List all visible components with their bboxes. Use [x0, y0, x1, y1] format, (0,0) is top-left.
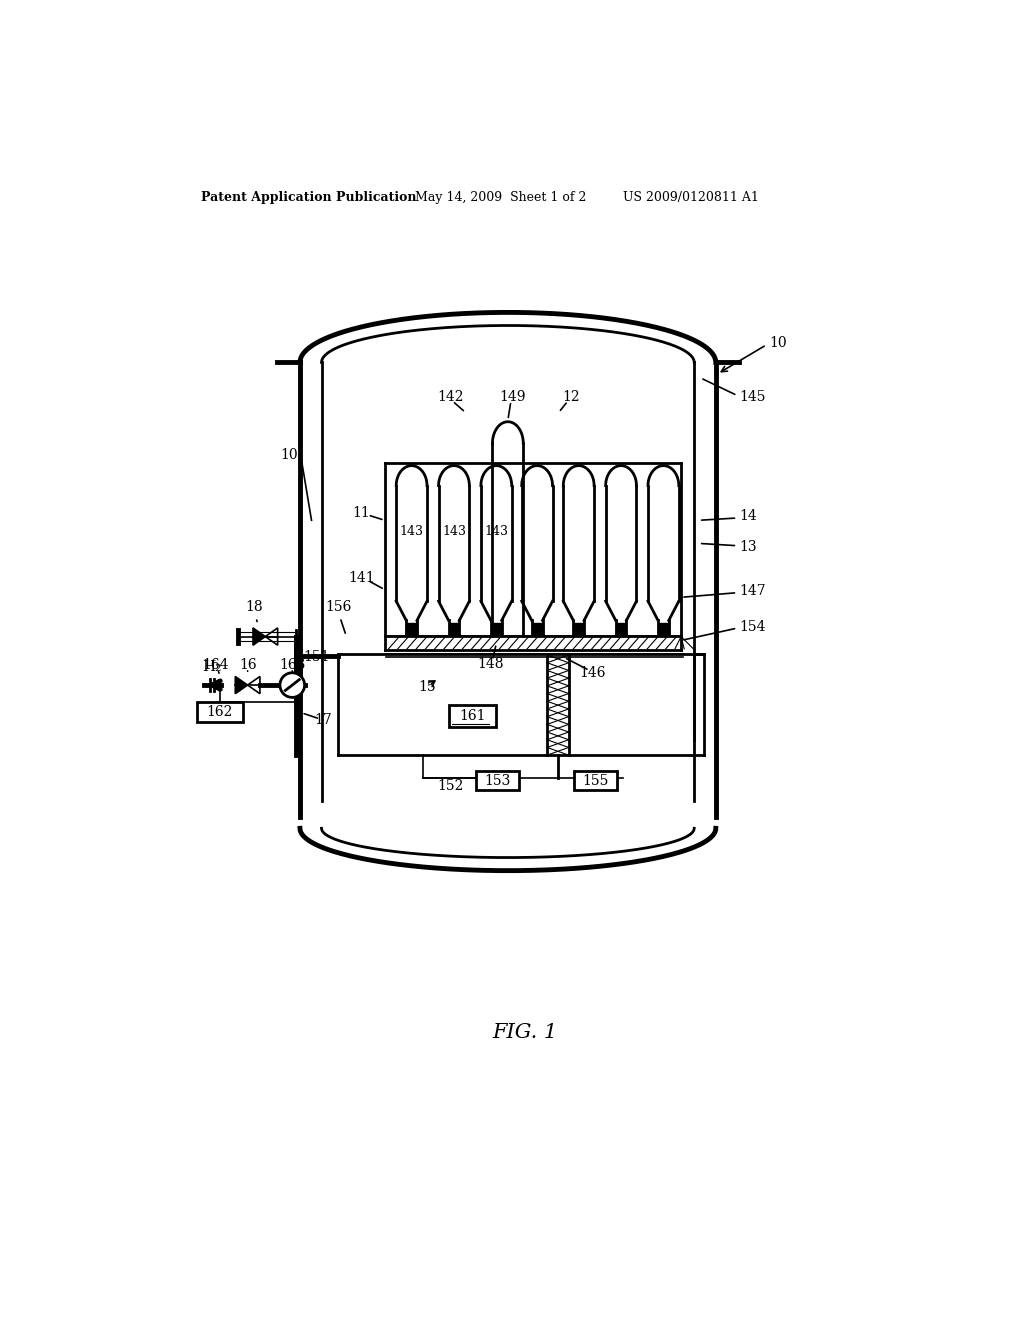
Text: 161: 161	[459, 709, 485, 723]
Text: 141: 141	[348, 572, 375, 585]
Text: 148: 148	[477, 657, 504, 672]
Text: 153: 153	[484, 774, 510, 788]
Text: 164: 164	[202, 659, 228, 672]
Text: 143: 143	[484, 525, 508, 539]
Text: 156: 156	[326, 601, 351, 614]
Text: 145: 145	[739, 391, 765, 404]
Text: 143: 143	[442, 525, 466, 539]
Text: 10: 10	[770, 337, 787, 350]
Text: 14: 14	[739, 510, 757, 524]
Polygon shape	[236, 676, 248, 694]
Text: 11: 11	[352, 506, 371, 520]
Polygon shape	[248, 676, 260, 694]
Text: 17: 17	[314, 714, 332, 727]
Circle shape	[280, 673, 304, 697]
FancyBboxPatch shape	[475, 771, 518, 789]
Text: 155: 155	[583, 774, 609, 788]
Text: Patent Application Publication: Patent Application Publication	[202, 191, 417, 203]
Text: 147: 147	[739, 585, 766, 598]
Text: 13: 13	[739, 540, 757, 554]
Polygon shape	[265, 628, 278, 645]
Text: 163: 163	[280, 659, 305, 672]
Text: May 14, 2009  Sheet 1 of 2: May 14, 2009 Sheet 1 of 2	[416, 191, 587, 203]
Text: 162: 162	[207, 705, 233, 719]
Text: 142: 142	[437, 391, 463, 404]
Text: 16: 16	[240, 659, 257, 672]
Text: 152: 152	[437, 779, 463, 793]
Text: FIG. 1: FIG. 1	[493, 1023, 557, 1041]
Text: 10: 10	[281, 447, 298, 462]
FancyBboxPatch shape	[450, 705, 496, 726]
Text: 151: 151	[304, 651, 330, 664]
Text: H₂: H₂	[203, 660, 222, 673]
Text: 18: 18	[245, 601, 262, 614]
Text: 146: 146	[580, 665, 606, 680]
Text: 15: 15	[418, 680, 436, 694]
Text: 149: 149	[500, 391, 525, 404]
Text: 154: 154	[739, 619, 765, 634]
Text: US 2009/0120811 A1: US 2009/0120811 A1	[624, 191, 759, 203]
FancyBboxPatch shape	[197, 702, 243, 722]
Text: 12: 12	[562, 391, 580, 404]
Polygon shape	[253, 628, 265, 645]
Text: 143: 143	[399, 525, 424, 539]
FancyBboxPatch shape	[574, 771, 617, 789]
